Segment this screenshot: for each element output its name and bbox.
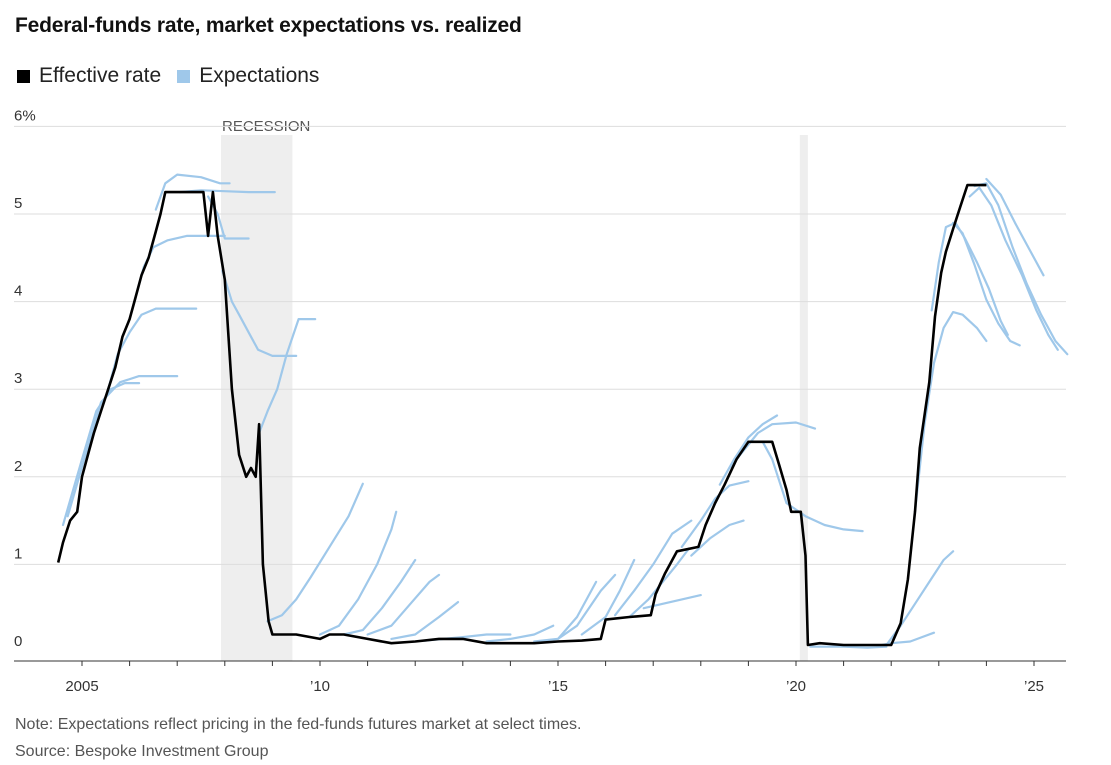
y-tick-label: 0 bbox=[14, 633, 22, 650]
legend-swatch-expectations bbox=[177, 69, 191, 83]
expectation-line bbox=[318, 510, 398, 636]
legend-swatch-effective bbox=[17, 69, 30, 83]
chart-source: Source: Bespoke Investment Group bbox=[15, 743, 269, 760]
legend: Effective rate Expectations bbox=[17, 64, 335, 88]
expectation-line bbox=[221, 269, 298, 357]
expectation-line bbox=[533, 580, 598, 643]
legend-item-effective: Effective rate bbox=[17, 64, 161, 88]
expectation-line bbox=[973, 182, 1069, 356]
legend-item-expectations: Expectations bbox=[177, 64, 319, 88]
y-tick-label: 1 bbox=[14, 545, 22, 562]
y-tick-label: 2 bbox=[14, 458, 22, 475]
expectation-line bbox=[66, 375, 179, 518]
expectation-line bbox=[680, 480, 750, 548]
y-tick-label: 4 bbox=[14, 283, 22, 300]
x-tick-label: ’10 bbox=[310, 678, 330, 695]
expectation-line bbox=[985, 177, 1045, 277]
expectation-line bbox=[952, 221, 1021, 347]
recession-band bbox=[799, 135, 808, 661]
expectation-line bbox=[154, 173, 231, 211]
expectation-line bbox=[913, 311, 988, 513]
expectation-line bbox=[580, 558, 636, 636]
expectation-line bbox=[968, 186, 1059, 351]
x-tick-label: 2005 bbox=[65, 678, 98, 695]
legend-label-effective: Effective rate bbox=[39, 64, 162, 87]
y-tick-label: 3 bbox=[14, 370, 22, 387]
y-tick-label: 6% bbox=[14, 107, 36, 124]
expectation-line bbox=[556, 573, 617, 640]
expectation-line bbox=[614, 519, 693, 617]
effective-rate-line bbox=[56, 183, 987, 647]
legend-label-expectations: Expectations bbox=[199, 64, 320, 87]
expectation-line bbox=[761, 440, 864, 533]
expectation-line bbox=[266, 482, 364, 623]
x-tick-label: ’20 bbox=[786, 678, 806, 695]
expectation-line bbox=[485, 624, 555, 643]
expectation-line bbox=[628, 547, 690, 619]
expectation-line bbox=[258, 318, 317, 435]
x-tick-label: ’25 bbox=[1024, 678, 1044, 695]
chart-note: Note: Expectations reflect pricing in th… bbox=[15, 716, 582, 733]
y-tick-label: 5 bbox=[14, 195, 22, 212]
expectation-line bbox=[366, 573, 441, 636]
expectation-line bbox=[809, 645, 888, 649]
expectation-line bbox=[690, 519, 745, 557]
expectation-line bbox=[133, 234, 226, 303]
expectation-line bbox=[390, 601, 460, 640]
expectation-line bbox=[342, 558, 417, 636]
expectation-line bbox=[207, 195, 250, 240]
x-tick-label: ’15 bbox=[548, 678, 568, 695]
chart-title: Federal-funds rate, market expectations … bbox=[15, 14, 522, 37]
